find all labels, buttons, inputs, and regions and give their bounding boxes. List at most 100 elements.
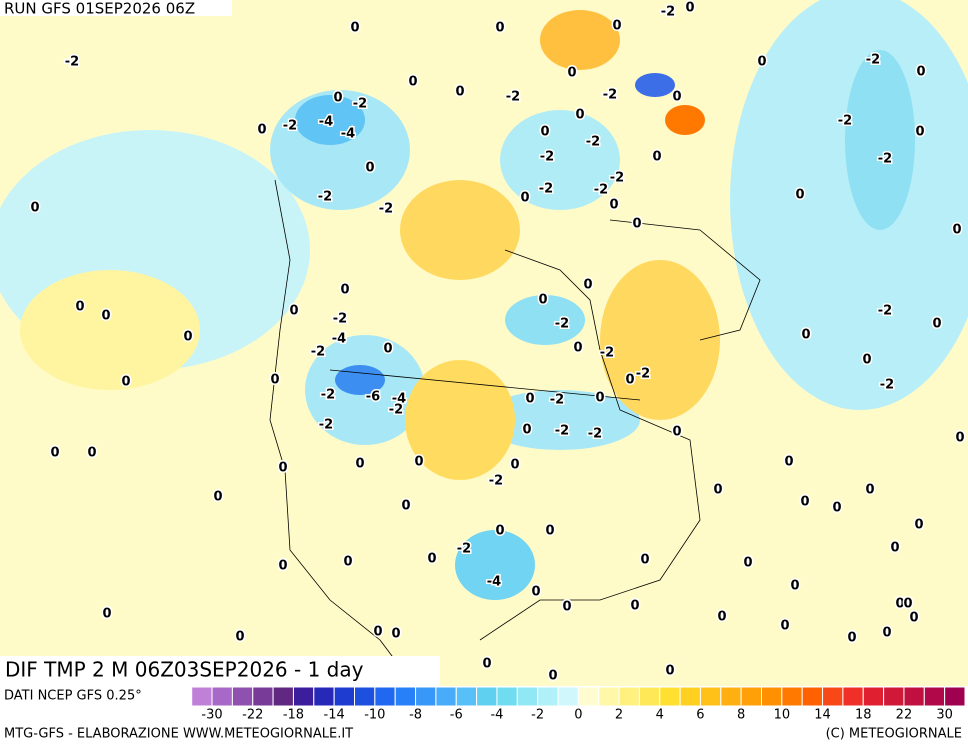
contour-label: 0 (713, 483, 722, 498)
field-cool (500, 110, 620, 210)
contour-label: 0 (365, 161, 374, 176)
field-cool (505, 295, 585, 345)
contour-label: 0 (427, 552, 436, 567)
contour-label: 0 (847, 631, 856, 646)
colorbar-tick-label: 14 (814, 708, 831, 723)
contour-label: 0 (625, 373, 634, 388)
colorbar: -30 -22 -18 -14 -10 -8 -6 -4 -2 0 2 4 6 8 10 14 18 22 30 (191, 686, 966, 723)
contour-label: -2 (311, 345, 325, 360)
contour-label: 0 (640, 553, 649, 568)
contour-label: 0 (743, 556, 752, 571)
contour-label: -2 (539, 182, 553, 197)
contour-label: -2 (603, 88, 617, 103)
contour-label: -2 (333, 312, 347, 327)
contour-label: -2 (555, 424, 569, 439)
colorbar-box (557, 686, 579, 707)
contour-label: 0 (672, 425, 681, 440)
title-box (0, 656, 440, 686)
contour-label: -2 (65, 55, 79, 70)
colorbar-box (679, 686, 701, 707)
contour-label: 0 (495, 21, 504, 36)
contour-label: -2 (586, 135, 600, 150)
contour-label: -6 (366, 390, 380, 405)
field-warm (540, 10, 620, 70)
map-title: DIF TMP 2 M 06Z03SEP2026 - 1 day (5, 658, 364, 682)
contour-label: -2 (389, 403, 403, 418)
contour-label: 0 (213, 490, 222, 505)
colorbar-tick-label: 4 (656, 708, 664, 723)
contour-label: -2 (880, 378, 894, 393)
border (329, 369, 641, 401)
field-warm (665, 105, 705, 135)
contour-label: -2 (594, 183, 608, 198)
colorbar-box (618, 686, 640, 707)
contour-label: 0 (545, 524, 554, 539)
contour-label: 0 (373, 625, 382, 640)
field-cool (295, 95, 365, 145)
colorbar-box (862, 686, 885, 707)
contour-label: -2 (600, 346, 614, 361)
contour-label: 0 (932, 317, 941, 332)
contour-label: -2 (283, 119, 297, 134)
field-warm (400, 180, 520, 280)
colorbar-box (191, 686, 213, 707)
contour-label: -2 (318, 190, 332, 205)
contour-label: -2 (540, 150, 554, 165)
contour-label: -2 (838, 114, 852, 129)
contour-label: 0 (952, 223, 961, 238)
coastline (479, 249, 701, 641)
contour-label: -4 (332, 332, 346, 347)
contour-label: -2 (379, 202, 393, 217)
colorbar-tick-label: -22 (242, 708, 263, 723)
colorbar-tick-label: 18 (855, 708, 872, 723)
colorbar-box (394, 686, 417, 707)
colorbar-box (577, 686, 600, 707)
colorbar-tick-label: -14 (324, 708, 345, 723)
contour-label: 0 (289, 304, 298, 319)
contour-label: 0 (531, 585, 540, 600)
contour-label: 0 (350, 21, 359, 36)
contour-label: 0 (612, 19, 621, 34)
colorbar-box (354, 686, 376, 707)
contour-label: 0 (50, 446, 59, 461)
colorbar-box (292, 686, 315, 707)
colorbar-box (944, 686, 966, 707)
colorbar-box (435, 686, 457, 707)
contour-label: 0 (102, 607, 111, 622)
colorbar-tick-label: -8 (409, 708, 422, 723)
run-label: RUN GFS 01SEP2026 06Z (4, 0, 195, 18)
colorbar-box (740, 686, 763, 707)
colorbar-box (801, 686, 824, 707)
contour-label: 0 (562, 600, 571, 615)
contour-label: 0 (270, 373, 279, 388)
colorbar-box (659, 686, 681, 707)
map-field (0, 0, 968, 686)
contour-label: 0 (340, 283, 349, 298)
colorbar-tick-label: -30 (201, 708, 222, 723)
contour-label: 0 (257, 123, 266, 138)
colorbar-box (761, 686, 783, 707)
contour-label: 0 (355, 457, 364, 472)
contour-label: -4 (392, 392, 406, 407)
contour-label: 0 (408, 75, 417, 90)
contour-label: 0 (632, 217, 641, 232)
contour-label: 0 (652, 150, 661, 165)
header-box (0, 0, 232, 16)
contour-label: 0 (784, 455, 793, 470)
contour-label: -4 (319, 115, 333, 130)
contour-label: 0 (383, 342, 392, 357)
contour-label: -2 (661, 5, 675, 20)
colorbar-box (822, 686, 844, 707)
footer-left: MTG-GFS - ELABORAZIONE WWW.METEOGIORNALE… (4, 727, 353, 742)
contour-label: 0 (890, 541, 899, 556)
contour-label: 0 (495, 524, 504, 539)
contour-label: 0 (757, 55, 766, 70)
contour-label: 0 (87, 446, 96, 461)
contour-label: 0 (567, 66, 576, 81)
contour-label: 0 (525, 392, 534, 407)
contour-label: 0 (30, 201, 39, 216)
contour-label: -2 (866, 53, 880, 68)
colorbar-tick-label: 8 (737, 708, 745, 723)
contour-label: 0 (795, 188, 804, 203)
contour-label: 0 (455, 85, 464, 100)
